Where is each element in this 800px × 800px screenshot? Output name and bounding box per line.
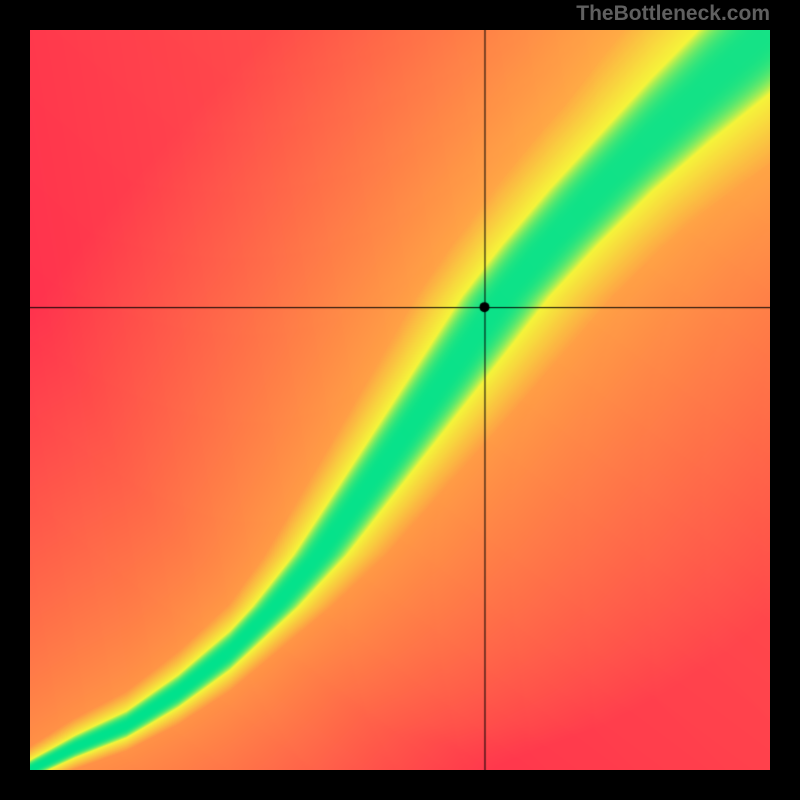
bottleneck-heatmap [30, 30, 770, 770]
watermark-text: TheBottleneck.com [576, 2, 770, 26]
